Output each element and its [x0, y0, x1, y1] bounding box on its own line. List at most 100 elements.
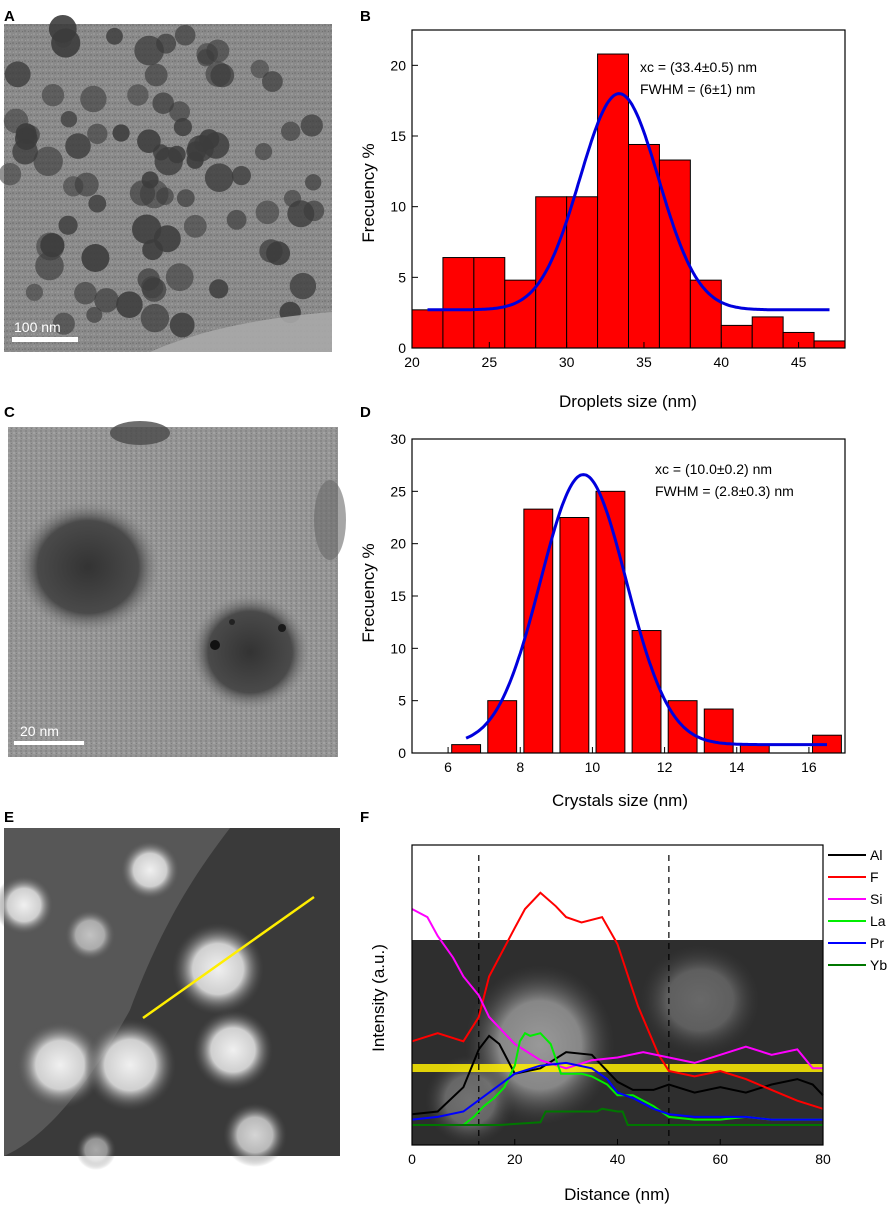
series-line-yb	[412, 1107, 823, 1126]
legend-label-si: Si	[870, 891, 882, 907]
x-axis-label: Droplets size (nm)	[559, 392, 697, 411]
nanoparticle-1	[16, 501, 160, 633]
gaussian-fit-curve	[427, 92, 830, 312]
droplet	[0, 163, 22, 186]
y-axis-label: Intensity (a.u.)	[369, 944, 388, 1052]
legend-label-al: Al	[870, 847, 882, 863]
droplet	[140, 303, 170, 333]
droplet	[141, 276, 164, 299]
x-tick-label: 60	[712, 1151, 728, 1167]
panel-letter-a: A	[4, 8, 15, 25]
series-line-la	[412, 1031, 823, 1126]
droplet	[289, 272, 317, 300]
y-axis-label: Frecuency %	[359, 543, 378, 642]
scale-bar-label: 100 nm	[14, 319, 61, 335]
droplet	[204, 163, 234, 192]
droplet	[74, 172, 99, 197]
bar	[442, 257, 475, 349]
droplet	[205, 61, 231, 87]
bar	[566, 196, 599, 349]
ticks: 20 25 30 35 40 45 0 5 10 15 20	[390, 57, 806, 370]
chart-d: xc = (10.0±0.2) nm FWHM = (2.8±0.3) nm C…	[359, 431, 846, 810]
bars	[411, 53, 846, 349]
bar	[720, 324, 753, 349]
x-tick-label: 40	[713, 354, 729, 370]
droplet	[80, 85, 107, 113]
y-tick-label: 30	[390, 431, 406, 447]
series-line-f	[411, 891, 824, 1110]
panel-letter-c: C	[4, 404, 15, 421]
y-tick-label: 0	[398, 745, 406, 761]
x-tick-label: 14	[729, 759, 745, 775]
gaussian-fit-curve	[465, 473, 827, 747]
annotation-fwhm: FWHM = (2.8±0.3) nm	[655, 483, 794, 499]
x-tick-label: 16	[801, 759, 817, 775]
droplet	[255, 200, 280, 225]
droplet	[52, 312, 75, 335]
x-tick-label: 0	[408, 1151, 416, 1167]
ticks: 0 20 40 60 80	[408, 1139, 831, 1167]
bar	[487, 700, 518, 754]
droplet	[81, 244, 110, 272]
ticks: 6 8 10 12 14 16 0 5 10 15 20 25 30	[390, 431, 816, 775]
droplet	[112, 124, 130, 142]
annotation-xc: xc = (33.4±0.5) nm	[640, 59, 757, 75]
droplet	[87, 123, 108, 144]
droplet	[137, 129, 161, 153]
bar	[451, 744, 482, 754]
line-scan-path	[142, 895, 315, 1020]
droplet	[281, 121, 301, 141]
droplet	[74, 281, 97, 305]
bar	[658, 159, 691, 349]
droplet	[262, 71, 283, 92]
droplet	[94, 288, 119, 313]
droplet	[25, 283, 43, 301]
x-tick-label: 35	[636, 354, 652, 370]
annotation-xc: xc = (10.0±0.2) nm	[655, 461, 772, 477]
legend-label-la: La	[870, 913, 886, 929]
plot-frame	[411, 29, 846, 349]
x-axis-label: Distance (nm)	[564, 1185, 670, 1204]
chart-b: xc = (33.4±0.5) nm FWHM = (6±1) nm Dropl…	[359, 29, 846, 411]
y-tick-label: 25	[390, 483, 406, 499]
droplet	[174, 24, 196, 46]
x-tick-label: 80	[815, 1151, 831, 1167]
bars	[451, 490, 842, 754]
panel-letter-e: E	[4, 809, 14, 826]
droplet	[106, 27, 123, 45]
droplet	[41, 84, 65, 107]
series-line-al	[411, 1034, 824, 1116]
droplet	[250, 59, 269, 79]
droplet	[116, 291, 143, 319]
droplet	[199, 129, 220, 150]
x-tick-label: 30	[559, 354, 575, 370]
series-line-pr	[411, 1061, 823, 1121]
droplet	[86, 306, 103, 323]
legend: Al F Si La Pr Yb	[828, 847, 887, 973]
micrograph-e	[0, 828, 340, 1170]
droplet	[226, 209, 247, 230]
droplet	[154, 147, 183, 176]
x-tick-label: 6	[444, 759, 452, 775]
bar	[473, 257, 506, 349]
micrograph-c: 20 nm	[8, 421, 346, 757]
y-tick-label: 15	[390, 588, 406, 604]
x-tick-label: 20	[404, 354, 420, 370]
bar	[703, 708, 734, 754]
annotation-fwhm: FWHM = (6±1) nm	[640, 81, 755, 97]
droplet	[152, 92, 174, 114]
bar	[751, 316, 784, 349]
nanoparticle-2	[190, 594, 310, 710]
bar	[535, 196, 568, 349]
droplet	[58, 215, 78, 235]
droplet	[300, 114, 323, 137]
droplet	[88, 194, 107, 213]
y-axis-label: Frecuency %	[359, 143, 378, 242]
y-tick-label: 5	[398, 269, 406, 285]
droplet	[40, 233, 65, 258]
droplet	[169, 312, 195, 338]
droplet	[134, 35, 164, 66]
bar	[559, 517, 590, 754]
droplet	[209, 279, 229, 299]
droplet	[3, 108, 29, 134]
